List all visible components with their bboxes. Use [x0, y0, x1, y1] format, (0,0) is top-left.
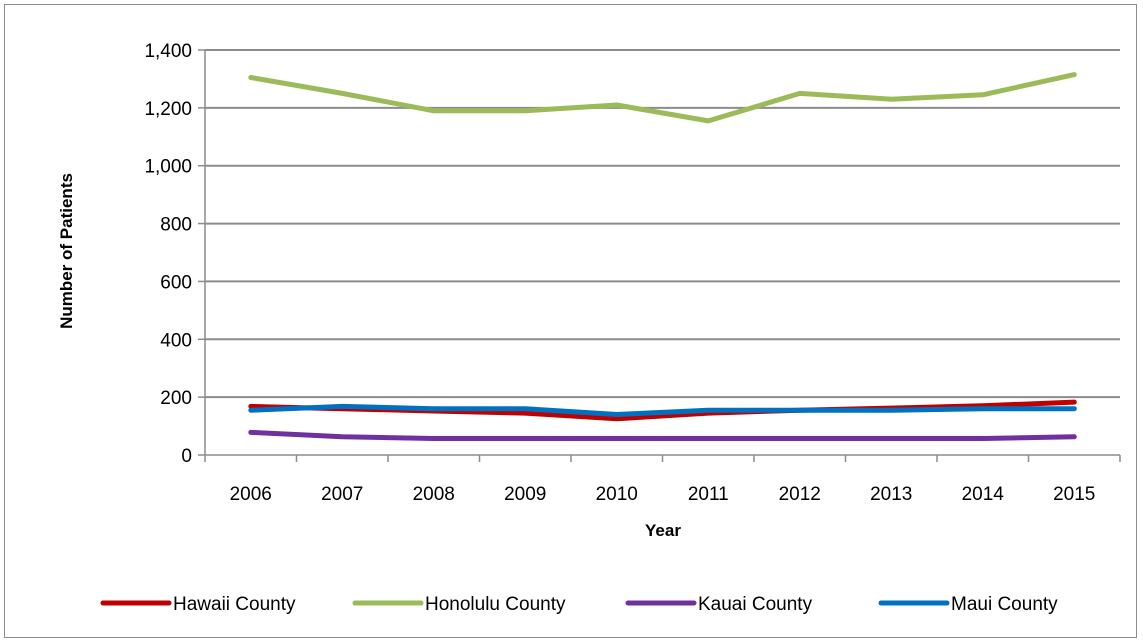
- y-tick-label: 1,400: [144, 41, 192, 62]
- legend: Hawaii County Honolulu County Kauai County…: [100, 594, 1058, 615]
- y-axis-title: Number of Patients: [57, 173, 76, 329]
- y-tick-label: 600: [160, 272, 192, 293]
- x-tick-label: 2011: [688, 484, 729, 505]
- x-tick-label: 2012: [779, 484, 821, 505]
- x-tick-label: 2015: [1053, 484, 1095, 505]
- series-lines: [248, 72, 1077, 441]
- y-tick-label: 1,000: [144, 157, 192, 178]
- y-tick-label: 1,200: [144, 99, 192, 120]
- x-tick-label: 2014: [962, 484, 1005, 505]
- legend-label: Honolulu County: [425, 594, 566, 615]
- legend-label: Maui County: [951, 594, 1058, 615]
- series-line-maui-county: [248, 403, 1077, 417]
- legend-label: Hawaii County: [173, 594, 296, 615]
- y-tick-label: 0: [181, 446, 192, 467]
- gridlines: [205, 49, 1120, 399]
- x-tick-label: 2007: [321, 484, 363, 505]
- legend-label: Kauai County: [698, 594, 813, 615]
- x-axis-title: Year: [645, 521, 681, 540]
- series-line-honolulu-county: [248, 72, 1077, 124]
- y-tick-label: 200: [160, 388, 192, 409]
- y-tick-label: 400: [160, 330, 192, 351]
- x-tick-label: 2010: [596, 484, 638, 505]
- x-tick-label: 2006: [230, 484, 272, 505]
- x-tick-label: 2013: [870, 484, 912, 505]
- x-tick-label: 2008: [413, 484, 455, 505]
- axes: 0 200 400 600 800 1,000 1,200 1,400 2006 2007 2008…: [144, 41, 1121, 505]
- y-tick-label: 800: [160, 215, 192, 236]
- series-line-kauai-county: [248, 429, 1077, 441]
- x-tick-label: 2009: [504, 484, 546, 505]
